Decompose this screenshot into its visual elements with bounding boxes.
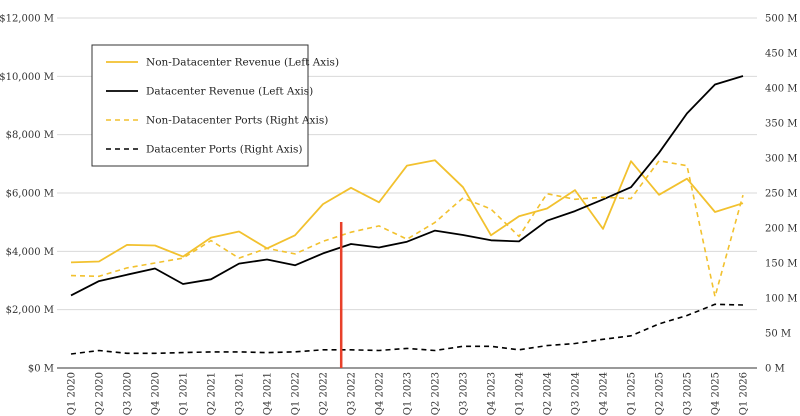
x-axis-tick-label: Q4 2023 bbox=[487, 372, 498, 415]
legend: Non-Datacenter Revenue (Left Axis) Datace… bbox=[91, 44, 339, 167]
right-axis-tick-label: 200 M bbox=[765, 224, 798, 235]
legend-label: Non-Datacenter Revenue (Left Axis) bbox=[146, 57, 339, 69]
right-axis-tick-label: 100 M bbox=[765, 294, 798, 305]
right-axis-tick-label: 0 M bbox=[765, 364, 785, 375]
left-axis-tick-label: $8,000 M bbox=[6, 130, 54, 141]
x-axis-tick-label: Q4 2025 bbox=[711, 372, 722, 415]
x-axis-tick-label: Q3 2021 bbox=[235, 372, 246, 415]
right-axis-tick-label: 150 M bbox=[765, 259, 798, 270]
x-axis-tick-label: Q1 2021 bbox=[179, 372, 190, 415]
left-axis-tick-label: $6,000 M bbox=[6, 189, 54, 200]
series-lines bbox=[70, 75, 744, 355]
x-axis-tick-label: Q2 2023 bbox=[431, 372, 442, 415]
x-axis-tick-label: Q4 2020 bbox=[151, 372, 162, 415]
x-axis-tick-label: Q2 2020 bbox=[95, 372, 106, 415]
series-line-3 bbox=[70, 160, 744, 298]
right-axis-tick-label: 50 M bbox=[765, 329, 791, 340]
x-axis-tick-label: Q3 2025 bbox=[683, 372, 694, 415]
legend-label: Datacenter Ports (Right Axis) bbox=[146, 144, 302, 156]
legend-box bbox=[91, 44, 309, 167]
right-axis-tick-label: 250 M bbox=[765, 189, 798, 200]
x-axis-tick-label: Q1 2025 bbox=[627, 372, 638, 415]
x-axis-tick-label: Q4 2024 bbox=[599, 372, 610, 415]
x-axis-tick-label: Q1 2020 bbox=[67, 372, 78, 415]
x-axis-tick-label: Q4 2021 bbox=[263, 372, 274, 415]
x-axis-tick-label: Q2 2025 bbox=[655, 372, 666, 415]
series-line-1 bbox=[70, 159, 744, 264]
right-axis-tick-label: 400 M bbox=[765, 84, 798, 95]
left-axis-tick-label: $2,000 M bbox=[6, 305, 54, 316]
legend-label: Datacenter Revenue (Left Axis) bbox=[146, 86, 313, 98]
x-axis-tick-label: Q2 2022 bbox=[319, 372, 330, 415]
axes: $0 M $2,000 M $4,000 M $6,000 M $8,000 M $10,… bbox=[0, 14, 798, 416]
right-axis-tick-label: 500 M bbox=[765, 14, 798, 25]
series-line-4 bbox=[70, 303, 744, 355]
x-axis-tick-label: Q1 2023 bbox=[403, 372, 414, 415]
left-axis-tick-label: $4,000 M bbox=[6, 247, 54, 258]
x-axis-tick-label: Q3 2023 bbox=[459, 372, 470, 415]
left-axis-tick-label: $10,000 M bbox=[0, 72, 54, 83]
x-axis-tick-label: Q3 2024 bbox=[571, 372, 582, 415]
series-line-2 bbox=[70, 75, 744, 297]
right-axis-tick-label: 300 M bbox=[765, 154, 798, 165]
x-axis-tick-label: Q1 2022 bbox=[291, 372, 302, 415]
x-axis-tick-label: Q2 2021 bbox=[207, 372, 218, 415]
x-axis-tick-label: Q1 2024 bbox=[515, 372, 526, 415]
x-axis-tick-label: Q3 2020 bbox=[123, 372, 134, 415]
right-axis-tick-label: 450 M bbox=[765, 49, 798, 60]
x-axis-tick-label: Q2 2024 bbox=[543, 372, 554, 415]
right-axis-tick-label: 350 M bbox=[765, 119, 798, 130]
x-axis-tick-label: Q4 2022 bbox=[375, 372, 386, 415]
legend-label: Non-Datacenter Ports (Right Axis) bbox=[146, 115, 328, 127]
left-axis-tick-label: $12,000 M bbox=[0, 14, 54, 25]
x-axis-tick-label: Q1 2026 bbox=[739, 372, 750, 415]
x-axis-tick-label: Q3 2022 bbox=[347, 372, 358, 415]
left-axis-tick-label: $0 M bbox=[28, 364, 54, 375]
